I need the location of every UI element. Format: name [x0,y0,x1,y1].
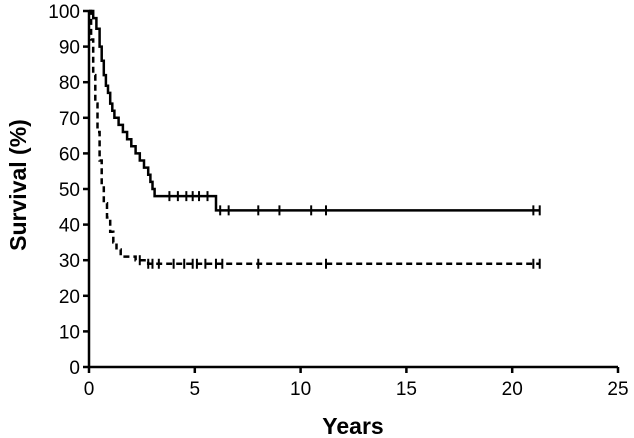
solid-survival-curve [89,9,540,212]
y-tick-label: 100 [48,2,80,23]
y-tick-label: 30 [59,251,80,272]
x-tick-label: 25 [607,379,628,400]
dashed-survival-curve [89,9,540,266]
y-axis-ticks: 0 10 20 30 40 50 60 70 80 90 100 [48,2,89,379]
y-tick-label: 10 [59,322,80,343]
x-tick-label: 10 [290,379,311,400]
y-tick-label: 80 [59,73,80,94]
x-tick-label: 15 [396,379,417,400]
y-tick-label: 40 [59,216,80,237]
plot-series [89,9,541,269]
y-tick-label: 50 [59,180,80,201]
x-tick-label: 20 [502,379,523,400]
y-tick-label: 90 [59,38,80,59]
y-axis-title: Survival (%) [5,119,31,251]
y-tick-label: 60 [59,144,80,165]
y-tick-label: 70 [59,109,80,130]
x-tick-label: 0 [84,379,95,400]
x-tick-label: 5 [190,379,201,400]
x-axis-title: Years [322,413,383,438]
x-axis-ticks: 0 5 10 15 20 25 [84,367,629,400]
y-tick-label: 0 [69,358,80,379]
y-tick-label: 20 [59,287,80,308]
